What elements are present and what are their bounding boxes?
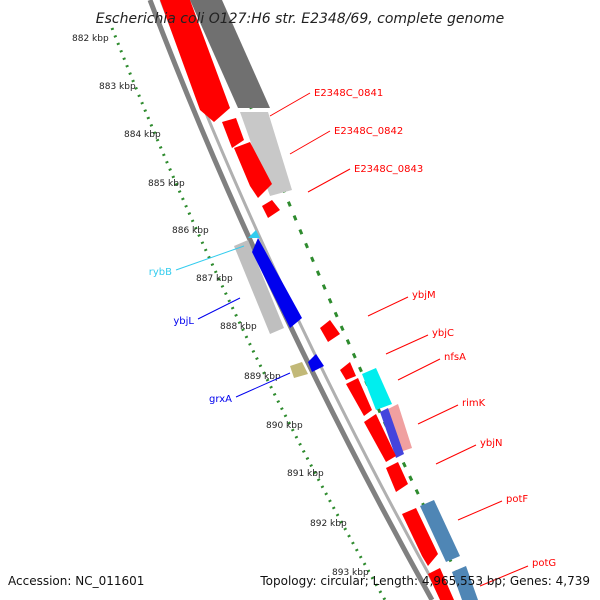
gene-label-E2348C_0843[interactable]: E2348C_0843 (354, 164, 423, 175)
ruler-label-884: 884 kbp (124, 130, 161, 140)
feature-grey-top (190, 0, 270, 108)
leader-line-E2348C_0843 (307, 168, 351, 193)
leader-line-rimK (417, 404, 459, 425)
gene-label-ybjN[interactable]: ybjN (480, 438, 503, 449)
accession-label: Accession: NC_011601 (8, 574, 145, 588)
gene-label-ybjL[interactable]: ybjL (173, 316, 194, 327)
gene-grxA (308, 354, 324, 372)
gene-ybjN (386, 462, 408, 492)
gene-labels: E2348C_0841 E2348C_0842 E2348C_0843 rybB ybj… (149, 88, 556, 587)
gene-rybB (248, 230, 260, 238)
gene-E2348C_0841 (222, 118, 244, 148)
feature-blocks (160, 0, 478, 600)
gene-label-ybjM[interactable]: ybjM (412, 290, 436, 301)
feature-cyan-nfsA (362, 368, 392, 410)
map-title: Escherichia coli O127:H6 str. E2348/69, … (96, 11, 504, 27)
gene-label-potG[interactable]: potG (532, 558, 556, 569)
ruler-label-890: 890 kbp (266, 421, 303, 431)
gene-ybjM (320, 320, 340, 342)
feature-steel-potF (420, 500, 460, 562)
gene-E2348C_0842 (234, 142, 272, 198)
gene-label-nfsA[interactable]: nfsA (444, 352, 466, 363)
gene-ybjC (340, 362, 356, 380)
ruler-label-893: 893 kbp (332, 568, 369, 578)
leader-line-E2348C_0842 (289, 130, 331, 155)
gene-red-top (160, 0, 230, 122)
leader-line-grxA (235, 372, 291, 398)
ruler-label-882: 882 kbp (72, 34, 109, 44)
leader-line-potF (457, 500, 503, 521)
ruler-labels: 882 kbp 883 kbp 884 kbp 885 kbp 886 kbp 887 k… (72, 34, 369, 578)
leader-line-E2348C_0841 (269, 92, 311, 117)
gene-label-potF[interactable]: potF (506, 494, 528, 505)
gene-label-ybjC[interactable]: ybjC (432, 328, 454, 339)
feature-grey-0842 (240, 112, 292, 196)
gene-rimK (364, 414, 396, 462)
gene-label-rybB[interactable]: rybB (149, 267, 172, 278)
gene-label-E2348C_0841[interactable]: E2348C_0841 (314, 88, 383, 99)
feature-grey-ybjL (234, 240, 284, 334)
ruler-label-887: 887 kbp (196, 274, 233, 284)
ruler-label-889: 889 kbp (244, 372, 281, 382)
gene-potG (428, 568, 454, 600)
gene-label-grxA[interactable]: grxA (209, 394, 232, 405)
ruler-label-891: 891 kbp (287, 469, 324, 479)
ruler-track (110, 19, 472, 600)
ruler-label-888: 888 kbp (220, 322, 257, 332)
genome-summary: Topology: circular; Length: 4,965,553 bp… (260, 574, 590, 588)
feature-blue-rimK (380, 408, 404, 458)
leader-line-ybjL (197, 297, 241, 320)
gene-E2348C_0843 (262, 200, 280, 218)
leader-line-ybjC (385, 334, 429, 355)
gene-potF (402, 508, 438, 566)
feature-steel-potG (452, 566, 478, 600)
gene-label-rimK[interactable]: rimK (462, 398, 486, 409)
ruler-label-886: 886 kbp (172, 226, 209, 236)
gene-label-E2348C_0842[interactable]: E2348C_0842 (334, 126, 403, 137)
leader-line-nfsA (397, 358, 441, 381)
leader-line-ybjM (367, 296, 409, 317)
feature-olive (290, 362, 308, 378)
gene-nfsA (346, 378, 372, 416)
ruler-label-883: 883 kbp (99, 82, 136, 92)
ruler-dotted-line (110, 27, 387, 600)
gene-ybjL (252, 238, 302, 328)
leader-line-rybB (175, 245, 245, 271)
leader-line-ybjN (435, 444, 477, 465)
ruler-label-892: 892 kbp (310, 519, 347, 529)
ruler-label-885: 885 kbp (148, 179, 185, 189)
feature-pink-rimK (386, 404, 412, 452)
leader-line-potG (479, 565, 529, 587)
